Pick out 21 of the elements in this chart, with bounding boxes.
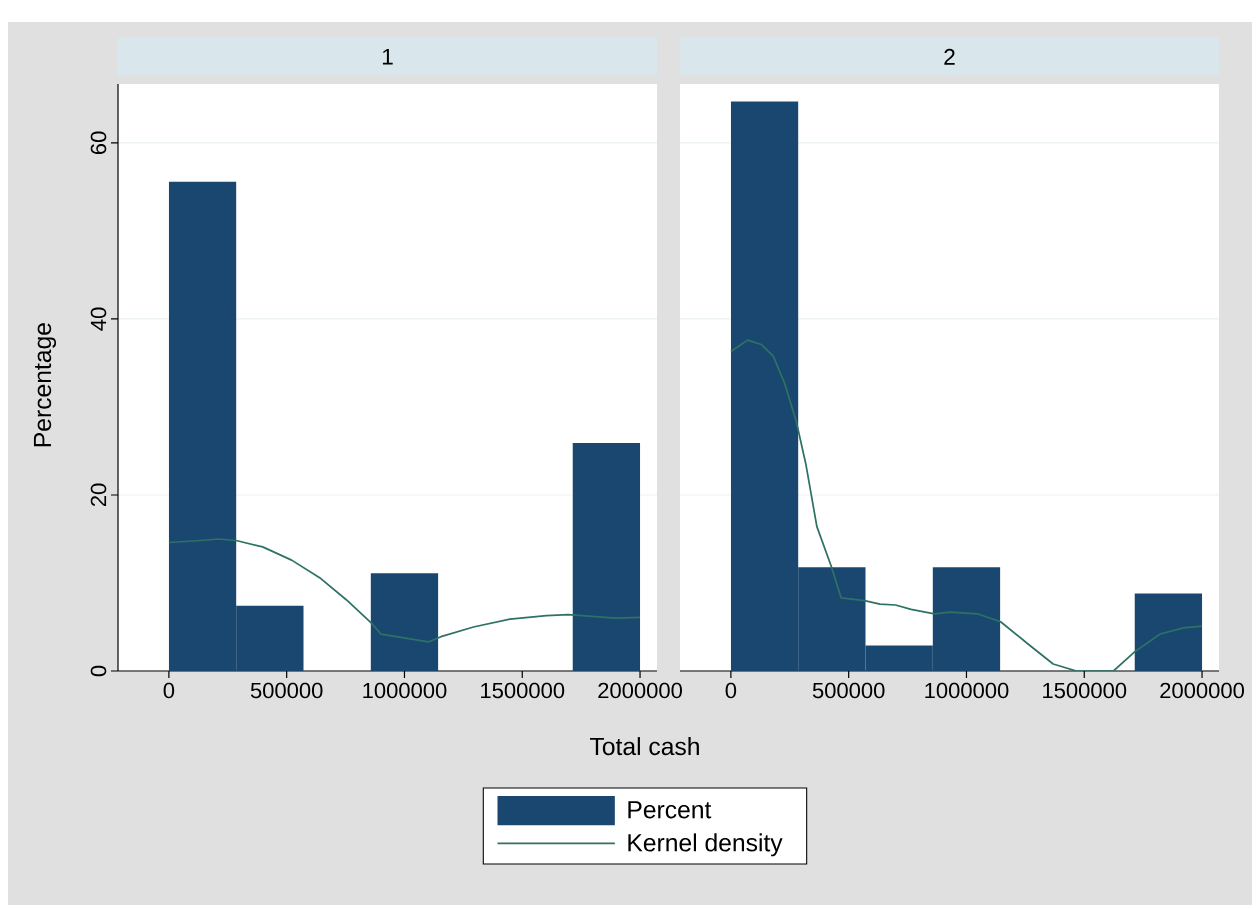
x-tick-label: 2000000 xyxy=(1160,682,1244,699)
x-tick-label: 0 xyxy=(163,682,175,699)
legend-label: Percent xyxy=(628,801,712,819)
line-series xyxy=(168,538,641,643)
x-tick-label: 1500000 xyxy=(1043,682,1127,699)
x-tick-label: 0 xyxy=(725,682,737,699)
y-tick-label: 0 xyxy=(90,665,107,677)
legend-label: Kernel density xyxy=(628,833,783,857)
x-tick-label: 500000 xyxy=(250,682,323,699)
y-axis-title: Percentage xyxy=(33,323,57,447)
x-tick-label: 1000000 xyxy=(925,682,1009,699)
x-tick-label: 1500000 xyxy=(481,682,565,699)
y-tick-label: 60 xyxy=(90,131,107,155)
y-tick-label: 20 xyxy=(90,483,107,507)
x-tick-label: 2000000 xyxy=(598,682,682,699)
y-tick-label: 40 xyxy=(90,307,107,331)
x-axis-title: Total cash xyxy=(590,737,699,756)
x-tick-label: 1000000 xyxy=(363,682,447,699)
x-tick-label: 500000 xyxy=(812,682,885,699)
chart-title: 2 xyxy=(944,48,955,65)
chart-title: 1 xyxy=(382,48,393,65)
